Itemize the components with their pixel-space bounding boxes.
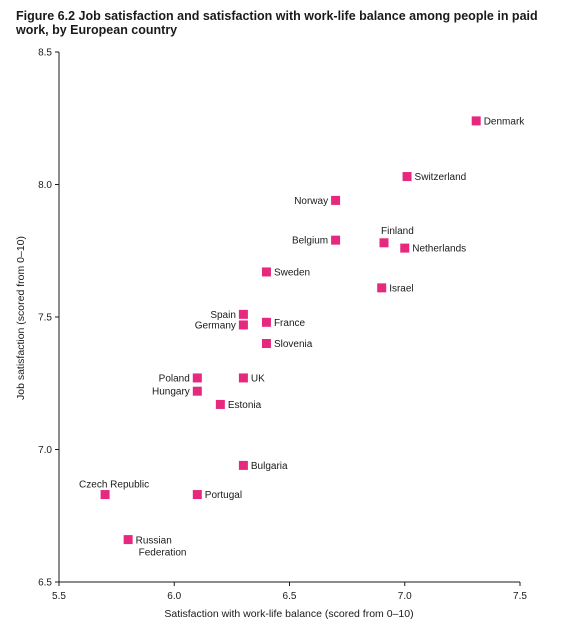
x-tick-label: 5.5 [52, 591, 66, 602]
point-label: Israel [389, 283, 413, 294]
point-label: Spain [210, 310, 236, 321]
x-tick-label: 6.0 [167, 591, 181, 602]
data-point [100, 490, 110, 500]
data-point [377, 283, 387, 293]
y-tick-label: 7.5 [38, 313, 52, 324]
point-label: Sweden [274, 267, 310, 278]
point-label: Belgium [292, 236, 328, 247]
data-points [100, 116, 481, 545]
x-tick-label: 6.5 [283, 591, 297, 602]
data-point [215, 399, 225, 409]
data-point [238, 320, 248, 330]
point-label: France [274, 318, 306, 329]
point-label: Federation [139, 548, 187, 559]
data-point [261, 339, 271, 348]
point-label: Hungary [152, 387, 190, 398]
data-point [238, 373, 248, 383]
point-label: Estonia [228, 400, 262, 411]
point-labels: Denmark Switzerland Norway Belgium Finland Ne… [79, 116, 525, 558]
data-point [400, 243, 410, 253]
x-axis-title: Satisfaction with work-life balance (sco… [164, 608, 413, 620]
y-tick-label: 7.0 [38, 445, 52, 456]
data-point [123, 535, 133, 545]
axes: 6.5 7.0 7.5 8.0 8.5 5.5 6.0 6.5 7.0 7.5 [38, 48, 527, 603]
chart-title: Figure 6.2 Job satisfaction and satisfac… [16, 9, 538, 37]
data-point [192, 373, 202, 383]
data-point [261, 267, 271, 277]
point-label: UK [251, 373, 265, 384]
point-label: Slovenia [274, 339, 313, 350]
y-tick-label: 8.0 [38, 180, 52, 191]
y-axis-title: Job satisfaction (scored from 0–10) [15, 236, 27, 400]
data-point [402, 172, 412, 182]
data-point [192, 386, 202, 396]
data-point [331, 195, 341, 205]
point-label: Denmark [484, 116, 526, 127]
data-point [331, 235, 341, 245]
x-tick-label: 7.0 [398, 591, 412, 602]
point-label: Poland [159, 373, 190, 384]
point-label: Russian [136, 536, 172, 547]
data-point [192, 490, 202, 500]
data-point [379, 238, 389, 248]
data-point [471, 116, 481, 126]
x-tick-label: 7.5 [513, 591, 527, 602]
point-label: Portugal [205, 490, 242, 501]
point-label: Finland [381, 226, 414, 237]
data-point [238, 309, 248, 319]
point-label: Bulgaria [251, 461, 288, 472]
data-point [238, 460, 248, 470]
point-label: Netherlands [412, 244, 466, 255]
point-label: Czech Republic [79, 480, 149, 491]
data-point [261, 317, 271, 327]
point-label: Switzerland [415, 172, 467, 183]
point-label: Germany [195, 320, 236, 331]
point-label: Norway [294, 196, 328, 207]
y-tick-label: 6.5 [38, 578, 52, 589]
y-tick-label: 8.5 [38, 48, 52, 59]
